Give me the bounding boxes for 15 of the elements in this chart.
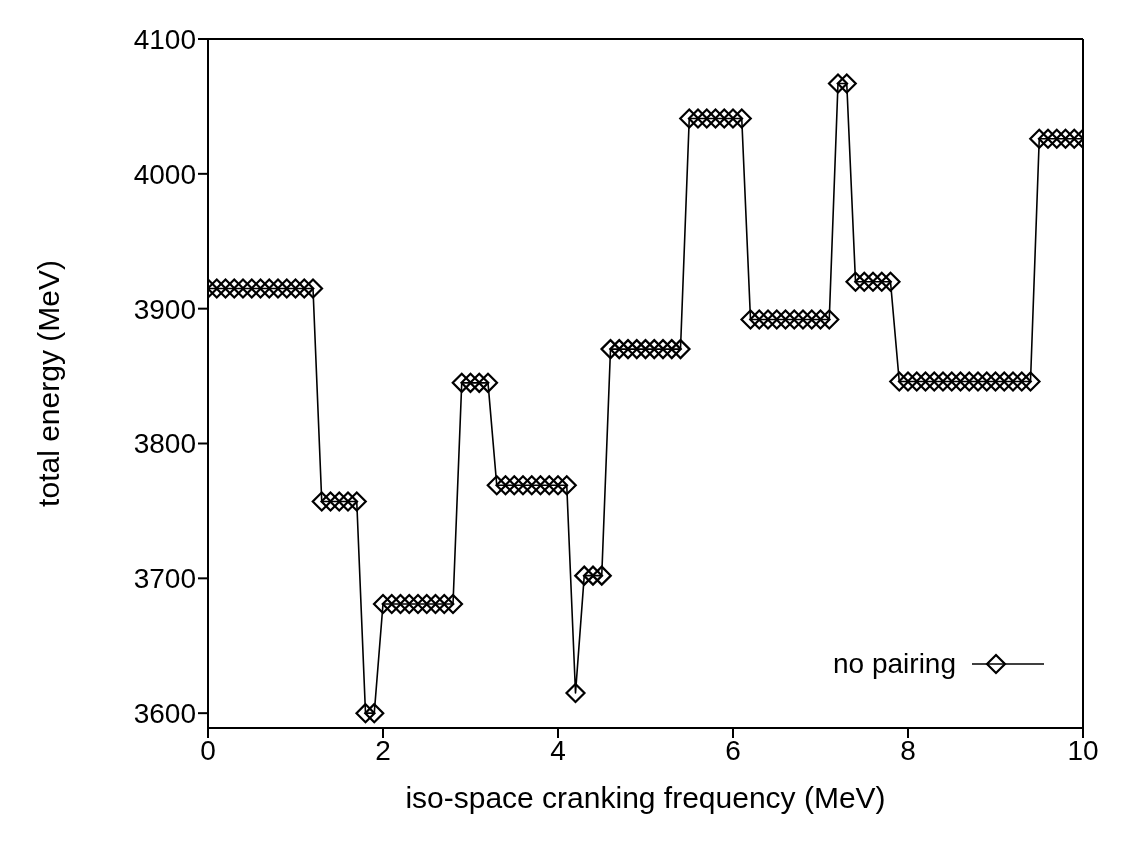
legend-label: no pairing: [833, 648, 956, 680]
y-tick-label: 4000: [133, 158, 196, 190]
x-tick-label: 2: [375, 734, 391, 766]
x-tick-label: 4: [550, 734, 566, 766]
y-tick-label: 3800: [133, 428, 196, 460]
x-tick-label: 8: [900, 734, 916, 766]
y-tick-label: 4100: [133, 23, 196, 55]
y-tick-label: 3900: [133, 293, 196, 325]
y-axis-title: total energy (MeV): [31, 260, 65, 507]
x-axis-title: iso-space cranking frequency (MeV): [405, 781, 886, 814]
x-tick-label: 6: [725, 734, 741, 766]
x-tick-label: 10: [1067, 734, 1099, 766]
y-tick-label: 3700: [133, 563, 196, 595]
x-tick-label: 0: [200, 734, 216, 766]
y-tick-label: 3600: [133, 698, 196, 730]
